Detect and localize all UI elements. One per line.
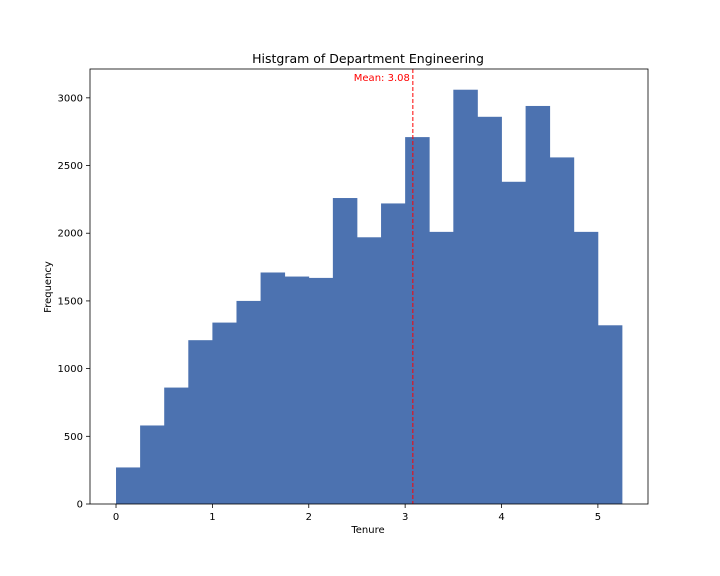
x-tick-label: 1 [209,512,215,523]
histogram-bar [453,89,478,504]
x-tick-label: 2 [306,512,312,523]
y-tick-label: 2500 [58,161,83,172]
histogram-bars [116,89,623,505]
histogram-bar [212,322,237,504]
histogram-bar [429,231,454,504]
y-tick-label: 500 [64,432,83,443]
x-tick-label: 3 [402,512,408,523]
y-tick-label: 1500 [58,296,83,307]
histogram-bar [573,231,599,504]
histogram-bar [477,116,502,505]
histogram-bar [140,425,165,504]
mean-label: Mean: 3.08 [354,73,410,84]
histogram-bar [381,203,406,505]
histogram-bar [405,137,430,504]
x-axis-ticks: 0 1 2 3 4 5 [113,504,601,523]
mean-marker: Mean: 3.08 [354,69,414,504]
histogram-bar [284,276,310,504]
y-tick-label: 2000 [58,229,83,240]
histogram-bar [356,237,382,504]
x-axis-label: Tenure [350,525,384,536]
y-tick-label: 3000 [58,93,83,104]
x-tick-label: 0 [113,512,119,523]
y-axis-label: Frequency [43,261,54,313]
histogram-bar [549,157,575,505]
histogram-bar [308,277,334,504]
histogram-bar [188,340,213,504]
histogram-bar [597,325,623,504]
x-tick-label: 5 [595,512,601,523]
x-tick-label: 4 [498,512,504,523]
y-tick-label: 1000 [58,364,83,375]
histogram-bar [236,300,261,504]
y-tick-label: 0 [77,500,83,511]
histogram-bar [116,467,141,504]
y-axis-ticks: 0 500 1000 1500 2000 2500 3000 [58,93,90,511]
chart-title: Histgram of Department Engineering [252,51,484,66]
histogram-bar [501,181,527,504]
plot-frame [89,68,649,505]
histogram-bar [260,272,286,504]
histogram-bar [332,198,358,504]
histogram-bar [164,387,189,504]
histogram-bar [525,105,551,504]
